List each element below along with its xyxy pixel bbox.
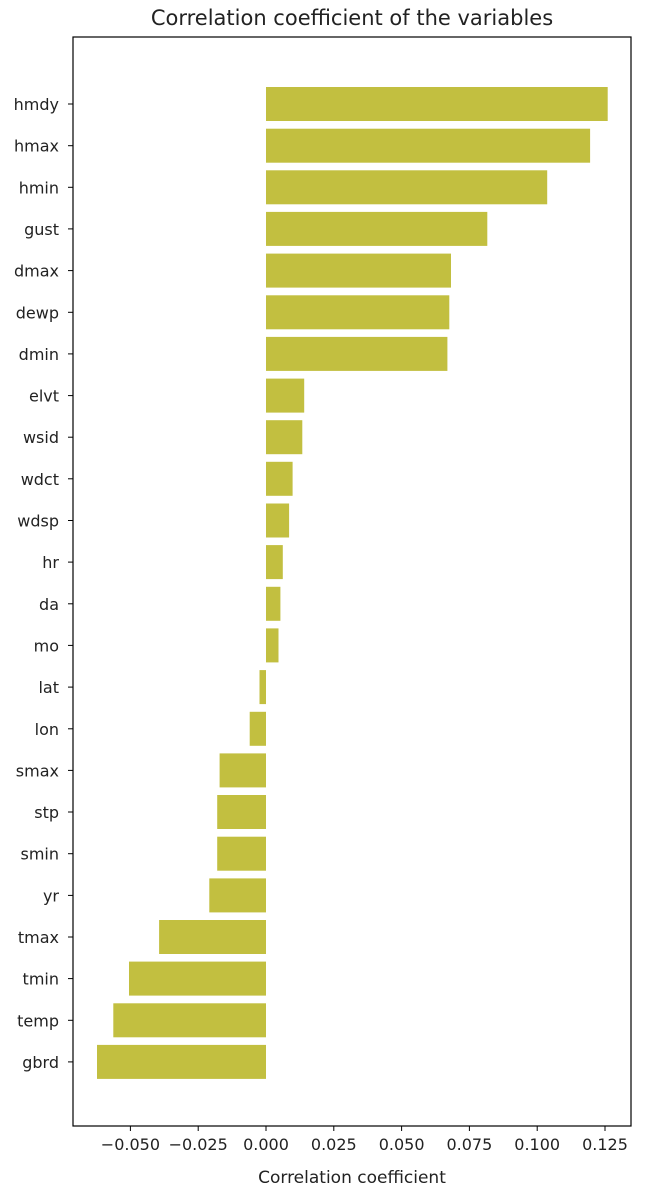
x-tick-label: −0.025 bbox=[169, 1135, 228, 1154]
y-tick-label: mo bbox=[34, 636, 59, 655]
x-tick-label: −0.050 bbox=[101, 1135, 160, 1154]
bar-lat bbox=[259, 670, 266, 705]
plot-frame bbox=[72, 36, 632, 1127]
bar-wdct bbox=[266, 461, 293, 496]
bar-tmax bbox=[159, 920, 266, 954]
bar-gbrd bbox=[97, 1044, 266, 1079]
y-tick-label: stp bbox=[34, 803, 59, 822]
bar-hmin bbox=[266, 170, 548, 205]
y-tick-label: lon bbox=[35, 720, 59, 739]
bar-dewp bbox=[266, 295, 450, 330]
y-tick-label: dewp bbox=[16, 303, 59, 322]
y-tick-label: dmin bbox=[19, 345, 59, 364]
y-tick-label: wsid bbox=[23, 428, 59, 447]
bar-da bbox=[266, 586, 281, 621]
y-tick-label: gbrd bbox=[22, 1053, 59, 1072]
bar-temp bbox=[113, 1003, 266, 1038]
y-tick-label: tmin bbox=[23, 970, 59, 989]
bar-dmax bbox=[266, 253, 451, 288]
bar-tmin bbox=[129, 961, 266, 996]
y-axis: hmdy hmax hmin gust dmax dewp dmin elvt wsid wdct… bbox=[14, 95, 73, 1072]
y-tick-label: elvt bbox=[29, 387, 59, 406]
x-axis-label: Correlation coefficient bbox=[258, 1168, 446, 1188]
y-tick-label: smin bbox=[20, 845, 59, 864]
y-tick-label: tmax bbox=[18, 928, 59, 947]
y-tick-label: wdsp bbox=[17, 512, 59, 531]
y-tick-label: lat bbox=[38, 678, 59, 697]
bar-lon bbox=[249, 711, 266, 746]
y-tick-label: hr bbox=[42, 553, 59, 572]
bar-mo bbox=[266, 628, 279, 663]
bar-hr bbox=[266, 545, 283, 580]
bar-hmdy bbox=[266, 87, 608, 121]
x-axis: −0.050 −0.025 0.000 0.025 0.050 0.075 0.100 0.1… bbox=[101, 1126, 628, 1154]
y-tick-label: yr bbox=[43, 886, 59, 905]
y-tick-label: wdct bbox=[21, 470, 59, 489]
y-tick-label: temp bbox=[17, 1011, 59, 1030]
bar-wsid bbox=[266, 420, 303, 455]
bar-stp bbox=[217, 795, 266, 829]
x-tick-label: 0.100 bbox=[514, 1135, 560, 1154]
x-tick-label: 0.000 bbox=[243, 1135, 289, 1154]
y-tick-label: dmax bbox=[14, 262, 59, 281]
x-tick-label: 0.075 bbox=[446, 1135, 492, 1154]
y-tick-label: hmax bbox=[14, 137, 59, 156]
bar-gust bbox=[266, 211, 488, 246]
bar-wdsp bbox=[266, 503, 290, 538]
y-tick-label: da bbox=[39, 595, 59, 614]
chart-title: Correlation coefficient of the variables bbox=[151, 6, 553, 30]
bars-group bbox=[97, 87, 608, 1079]
y-tick-label: hmin bbox=[19, 178, 59, 197]
x-tick-label: 0.025 bbox=[311, 1135, 357, 1154]
x-tick-label: 0.125 bbox=[582, 1135, 628, 1154]
bar-yr bbox=[209, 878, 266, 913]
bar-hmax bbox=[266, 128, 591, 163]
bar-elvt bbox=[266, 378, 305, 413]
bar-dmin bbox=[266, 336, 448, 371]
y-tick-label: smax bbox=[16, 761, 59, 780]
x-tick-label: 0.050 bbox=[379, 1135, 425, 1154]
bar-smin bbox=[217, 836, 266, 871]
bar-smax bbox=[219, 753, 266, 788]
y-tick-label: gust bbox=[24, 220, 59, 239]
y-tick-label: hmdy bbox=[14, 95, 59, 114]
